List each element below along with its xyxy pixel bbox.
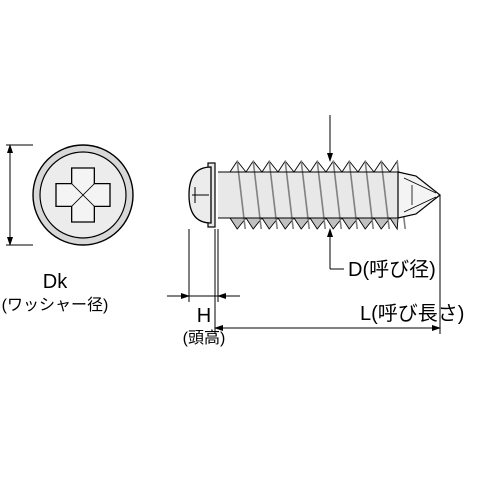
label-l: L(呼び長さ)	[360, 302, 464, 325]
label-dk-sub: (ワッシャー径)	[2, 296, 109, 314]
thread-bot	[390, 218, 398, 229]
label-h: H	[197, 305, 211, 327]
side-drill-tip	[398, 172, 440, 218]
label-d: D(呼び径)	[348, 258, 436, 281]
label-dk: Dk	[43, 271, 68, 293]
label-h-sub: (頭高)	[183, 329, 226, 347]
